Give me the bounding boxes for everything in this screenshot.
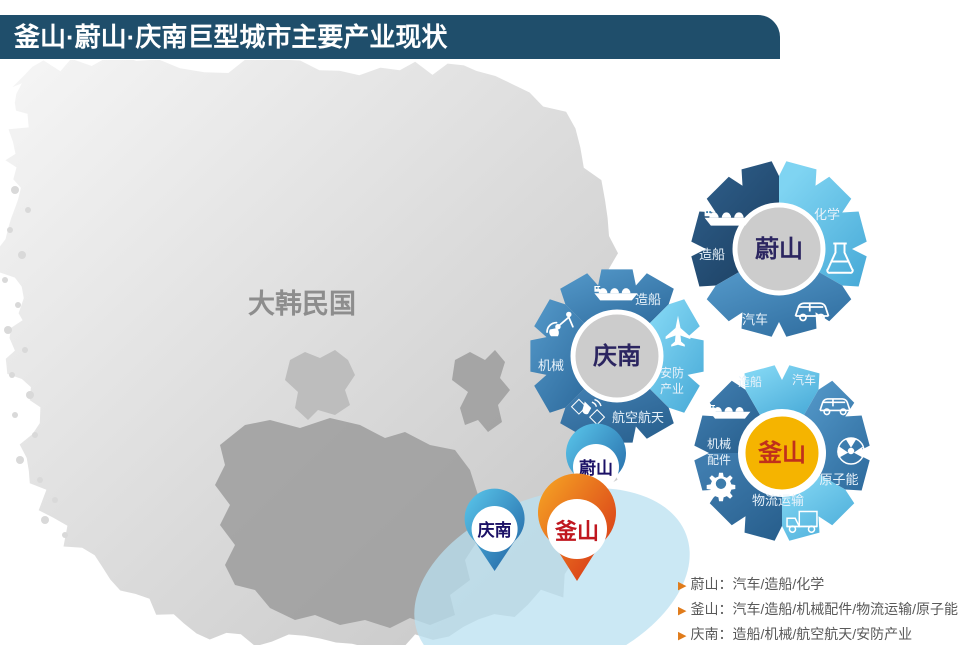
svg-text:庆南: 庆南: [478, 520, 512, 540]
svg-text:釜山: 釜山: [554, 519, 599, 544]
